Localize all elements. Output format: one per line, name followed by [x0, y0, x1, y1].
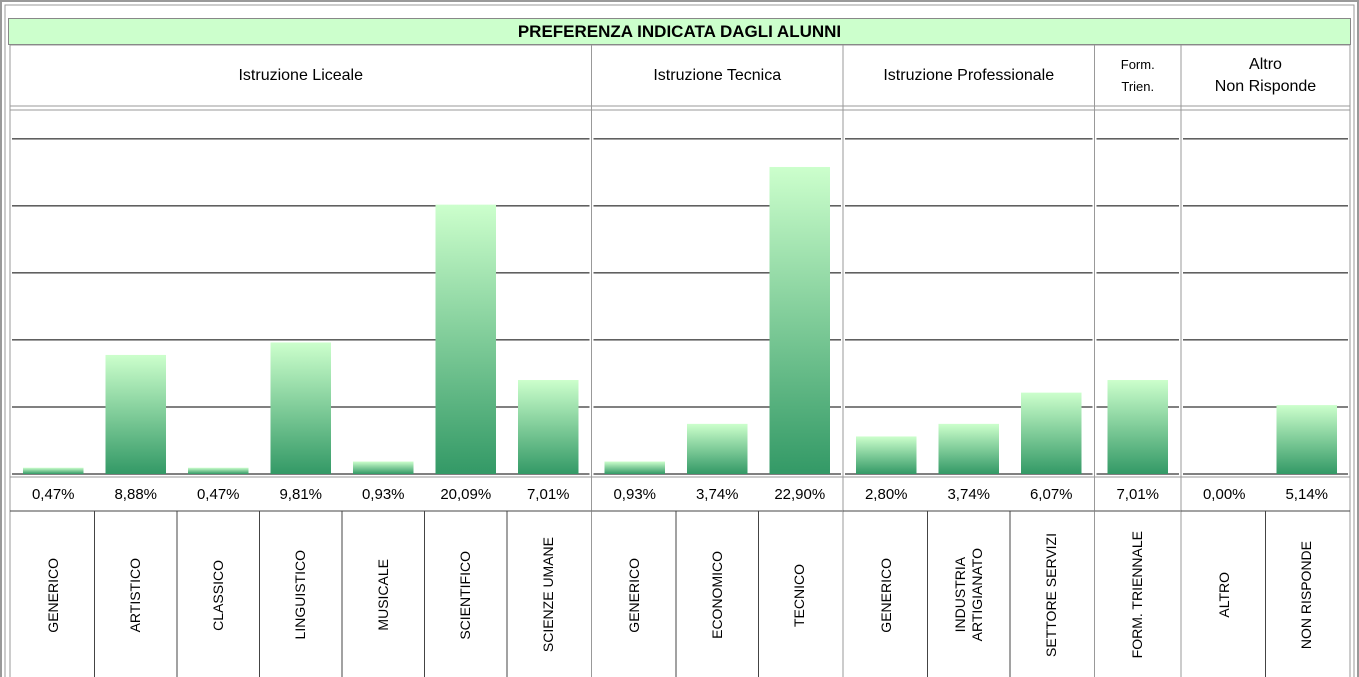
- chart-title: PREFERENZA INDICATA DAGLI ALUNNI: [8, 18, 1351, 45]
- category-label: GENERICO: [626, 557, 643, 633]
- category-cell: ALTRO: [1183, 513, 1266, 677]
- category-cell: ECONOMICO: [676, 513, 759, 677]
- category-label: INDUSTRIA ARTIGIANATO: [951, 548, 985, 642]
- bar: [604, 461, 665, 474]
- category-cell: FORM. TRIENNALE: [1097, 513, 1180, 677]
- group-header: Form. Trien.: [1120, 57, 1155, 94]
- value-label: 0,00%: [1202, 486, 1246, 503]
- category-label: FORM. TRIENNALE: [1129, 531, 1146, 659]
- category-label: SCIENTIFICO: [457, 550, 474, 640]
- value-label: 8,88%: [114, 486, 158, 503]
- group-header: Istruzione Tecnica: [653, 67, 782, 84]
- group-header: Altro Non Risponde: [1214, 56, 1317, 95]
- category-label: ARTISTICO: [127, 557, 144, 633]
- value-label: 3,74%: [695, 486, 739, 503]
- category-cell: SCIENTIFICO: [425, 513, 508, 677]
- value-label: 0,47%: [31, 486, 75, 503]
- value-label: 7,01%: [526, 486, 570, 503]
- bar: [1107, 380, 1168, 474]
- bar: [856, 436, 917, 474]
- category-label: TECNICO: [791, 563, 808, 627]
- value-label: 0,47%: [196, 486, 240, 503]
- category-cell: LINGUISTICO: [260, 513, 343, 677]
- bar: [270, 342, 331, 474]
- category-cell: NON RISPONDE: [1266, 513, 1349, 677]
- category-cell: GENERICO: [845, 513, 928, 677]
- category-cell: CLASSICO: [177, 513, 260, 677]
- category-cell: SCIENZE UMANE: [507, 513, 590, 677]
- inner-border: [4, 4, 1355, 677]
- value-label: 2,80%: [864, 486, 908, 503]
- bar: [23, 467, 84, 474]
- bar: [105, 354, 166, 474]
- value-label: 0,93%: [361, 486, 405, 503]
- category-cell: TECNICO: [759, 513, 842, 677]
- category-cell: GENERICO: [12, 513, 95, 677]
- category-label: CLASSICO: [209, 559, 226, 631]
- category-label: SETTORE SERVIZI: [1042, 533, 1059, 657]
- category-cell: SETTORE SERVIZI: [1010, 513, 1093, 677]
- value-label: 9,81%: [279, 486, 323, 503]
- value-label: 22,90%: [774, 486, 826, 503]
- value-label: 0,93%: [613, 486, 657, 503]
- category-label: GENERICO: [877, 557, 894, 633]
- group-header: Istruzione Professionale: [883, 67, 1055, 84]
- category-label: LINGUISTICO: [292, 550, 309, 640]
- value-label: 7,01%: [1116, 486, 1160, 503]
- bar: [1276, 405, 1337, 474]
- value-label: 5,14%: [1285, 486, 1329, 503]
- value-label: 3,74%: [947, 486, 991, 503]
- bar: [188, 467, 249, 474]
- category-label: NON RISPONDE: [1298, 540, 1315, 650]
- bar: [769, 166, 830, 474]
- category-label: SCIENZE UMANE: [539, 537, 556, 653]
- bar: [353, 461, 414, 474]
- category-label: ECONOMICO: [708, 551, 725, 639]
- bar: [435, 204, 496, 474]
- bar: [687, 423, 748, 474]
- category-cell: MUSICALE: [342, 513, 425, 677]
- category-label: MUSICALE: [374, 559, 391, 631]
- bar: [1021, 392, 1082, 474]
- bar: [518, 380, 579, 474]
- bar: [938, 423, 999, 474]
- category-label: ALTRO: [1215, 572, 1232, 618]
- category-cell: ARTISTICO: [95, 513, 178, 677]
- group-header: Istruzione Liceale: [238, 67, 363, 84]
- value-label: 20,09%: [440, 486, 492, 503]
- category-cell: INDUSTRIA ARTIGIANATO: [928, 513, 1011, 677]
- value-label: 6,07%: [1029, 486, 1073, 503]
- category-label: GENERICO: [44, 557, 61, 633]
- category-cell: GENERICO: [594, 513, 677, 677]
